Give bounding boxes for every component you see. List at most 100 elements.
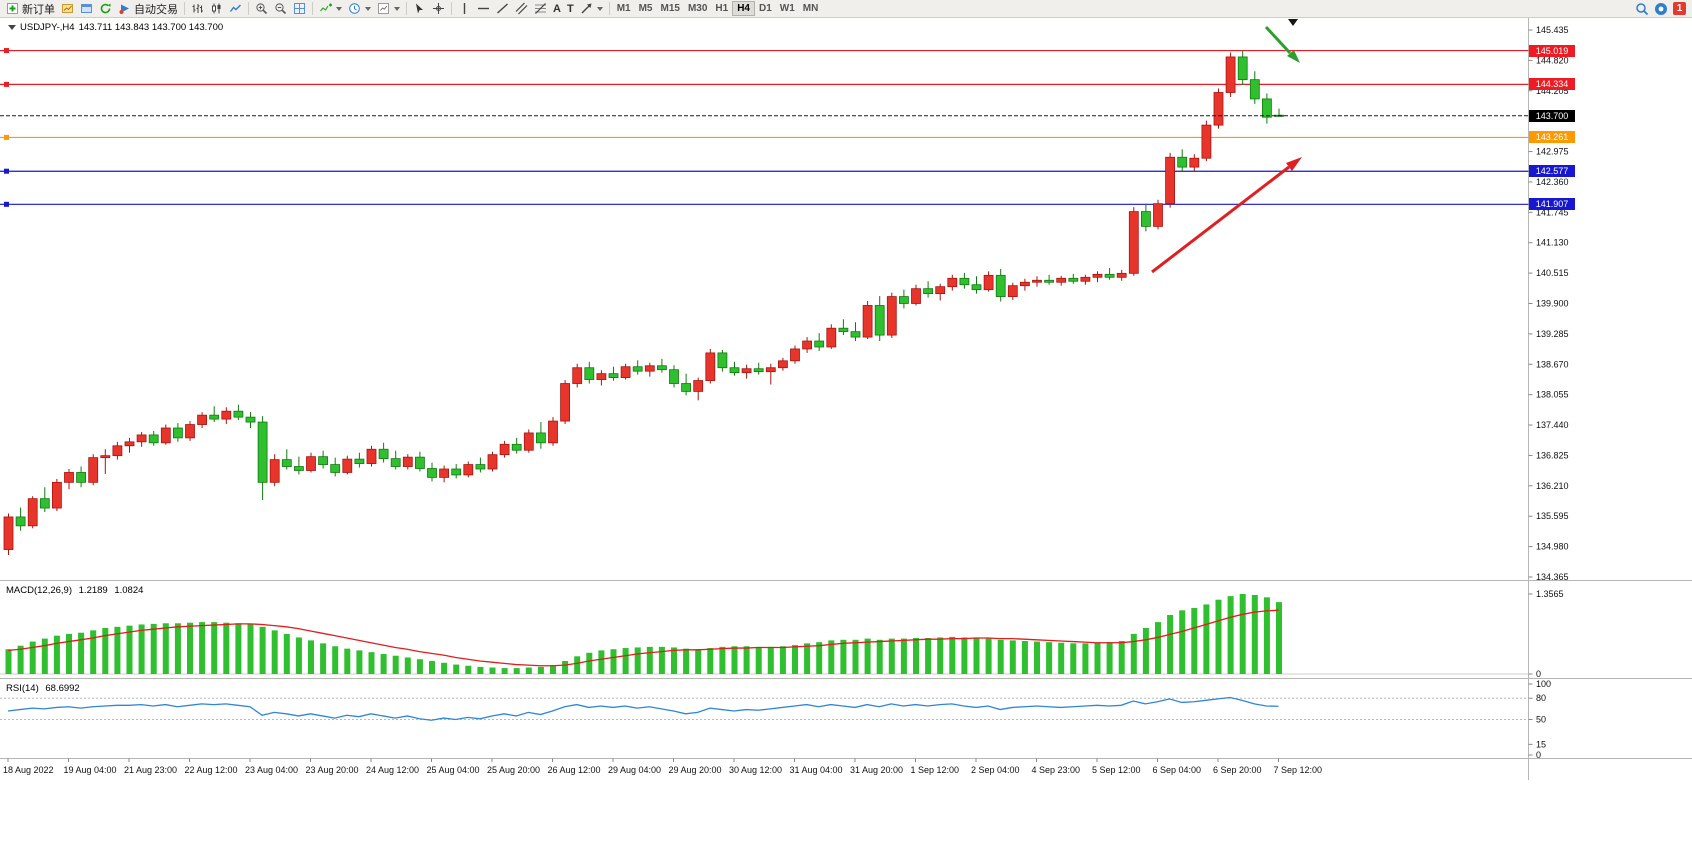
vertical-line-button[interactable] bbox=[455, 1, 474, 17]
macd-histogram-bar bbox=[1167, 615, 1174, 674]
community-icon[interactable] bbox=[1654, 2, 1668, 16]
text-tool-button[interactable]: A bbox=[550, 1, 564, 17]
macd-histogram-bar bbox=[1130, 633, 1137, 674]
macd-histogram-bar bbox=[792, 645, 798, 674]
macd-histogram-bar bbox=[598, 650, 605, 674]
arrow-objects-button[interactable] bbox=[577, 1, 606, 17]
bar-chart-type-button[interactable] bbox=[188, 1, 207, 17]
templates-button[interactable] bbox=[374, 1, 403, 17]
search-icon[interactable] bbox=[1635, 2, 1649, 16]
macd-axis-label: 1.3565 bbox=[1536, 589, 1564, 599]
channel-button[interactable] bbox=[512, 1, 531, 17]
macd-histogram-bar bbox=[852, 639, 859, 674]
crosshair-button[interactable] bbox=[429, 1, 448, 17]
macd-histogram-bar bbox=[162, 623, 169, 674]
cursor-icon bbox=[416, 3, 423, 14]
line-handle[interactable] bbox=[4, 168, 9, 174]
timeframe-m1-button[interactable]: M1 bbox=[616, 3, 631, 14]
timeframe-d1-button[interactable]: D1 bbox=[759, 3, 772, 14]
macd-histogram-bar bbox=[259, 626, 266, 674]
candle-body bbox=[160, 427, 171, 444]
candle-body bbox=[330, 464, 341, 473]
candle-body bbox=[1189, 157, 1200, 168]
tile-windows-icon bbox=[294, 3, 305, 14]
macd-histogram-bar bbox=[308, 640, 314, 674]
macd-histogram-bar bbox=[477, 666, 484, 674]
zoom-in-icon bbox=[256, 3, 268, 15]
cursor-button[interactable] bbox=[410, 1, 429, 17]
toolbar-separator bbox=[451, 2, 452, 15]
zoom-in-button[interactable] bbox=[252, 1, 271, 17]
candle-body bbox=[451, 468, 462, 476]
time-axis-label: 30 Aug 12:00 bbox=[729, 765, 782, 775]
macd-histogram-bar bbox=[586, 652, 593, 674]
algo-trading-label: 自动交易 bbox=[134, 3, 178, 16]
timeframe-m5-button[interactable]: M5 bbox=[638, 3, 653, 14]
label-tool-button[interactable]: T bbox=[564, 1, 577, 17]
time-axis-label: 29 Aug 20:00 bbox=[669, 765, 722, 775]
refresh-button[interactable] bbox=[96, 1, 115, 17]
candle-body bbox=[874, 305, 885, 336]
collapse-icon[interactable] bbox=[8, 25, 16, 30]
macd-histogram-bar bbox=[864, 638, 871, 674]
new-chart-button[interactable] bbox=[58, 1, 77, 17]
price-axis-label: 140.515 bbox=[1536, 268, 1569, 278]
new-order-icon bbox=[7, 3, 18, 14]
horizontal-line-icon bbox=[478, 7, 489, 10]
tile-windows-button[interactable] bbox=[290, 1, 309, 17]
market-watch-button[interactable] bbox=[77, 1, 96, 17]
line-handle[interactable] bbox=[4, 48, 9, 54]
line-chart-type-button[interactable] bbox=[226, 1, 245, 17]
candle-body bbox=[342, 458, 353, 473]
macd-histogram-bar bbox=[187, 622, 193, 674]
candle-body bbox=[657, 365, 667, 371]
algo-trading-button[interactable]: 自动交易 bbox=[115, 1, 181, 17]
timeframe-h1-button[interactable]: H1 bbox=[715, 3, 729, 14]
line-handle[interactable] bbox=[4, 201, 9, 207]
candle-body bbox=[705, 352, 716, 381]
macd-histogram-bar bbox=[550, 665, 556, 674]
macd-histogram-bar bbox=[66, 633, 72, 674]
macd-histogram-bar bbox=[767, 646, 774, 674]
candle-body bbox=[572, 367, 583, 384]
line-handle[interactable] bbox=[4, 134, 9, 140]
macd-histogram-bar bbox=[114, 626, 121, 674]
horizontal-line-button[interactable] bbox=[474, 1, 493, 17]
templates-icon bbox=[378, 3, 389, 14]
price-axis-label: 144.205 bbox=[1536, 86, 1569, 96]
new-order-button[interactable]: 新订单 bbox=[3, 1, 58, 17]
macd-histogram-bar bbox=[138, 624, 145, 674]
candle-body bbox=[402, 456, 413, 467]
periods-menu-button[interactable] bbox=[345, 1, 374, 17]
time-axis-label: 21 Aug 23:00 bbox=[124, 765, 177, 775]
candle-body bbox=[112, 445, 123, 457]
macd-histogram-bar bbox=[876, 639, 883, 674]
candle-body bbox=[1092, 273, 1103, 278]
macd-histogram-bar bbox=[1203, 604, 1210, 674]
candle-body bbox=[52, 481, 62, 509]
timeframe-w1-button[interactable]: W1 bbox=[779, 3, 795, 14]
macd-histogram-bar bbox=[1094, 642, 1101, 674]
candle-body bbox=[608, 373, 619, 378]
notification-badge[interactable]: 1 bbox=[1673, 2, 1686, 15]
candle-body bbox=[1141, 211, 1151, 227]
line-handle[interactable] bbox=[4, 81, 9, 87]
time-axis-label: 1 Sep 12:00 bbox=[911, 765, 960, 775]
price-axis-label: 134.980 bbox=[1536, 542, 1569, 552]
macd-histogram-bar bbox=[658, 646, 665, 674]
trendline-button[interactable] bbox=[493, 1, 512, 17]
candlestick-chart-type-button[interactable] bbox=[207, 1, 226, 17]
rsi-axis-label: 100 bbox=[1536, 679, 1551, 689]
macd-histogram-bar bbox=[925, 638, 932, 674]
timeframe-mn-button[interactable]: MN bbox=[802, 3, 819, 14]
fibonacci-button[interactable] bbox=[531, 1, 550, 17]
rsi-label: RSI(14) 68.6992 bbox=[6, 683, 84, 694]
zoom-out-button[interactable] bbox=[271, 1, 290, 17]
macd-histogram-bar bbox=[816, 642, 823, 674]
timeframe-m30-button[interactable]: M30 bbox=[687, 3, 708, 14]
timeframe-h4-button[interactable]: H4 bbox=[732, 1, 755, 16]
candle-body bbox=[923, 288, 933, 295]
timeframe-m15-button[interactable]: M15 bbox=[660, 3, 680, 14]
indicators-button[interactable] bbox=[316, 1, 345, 17]
